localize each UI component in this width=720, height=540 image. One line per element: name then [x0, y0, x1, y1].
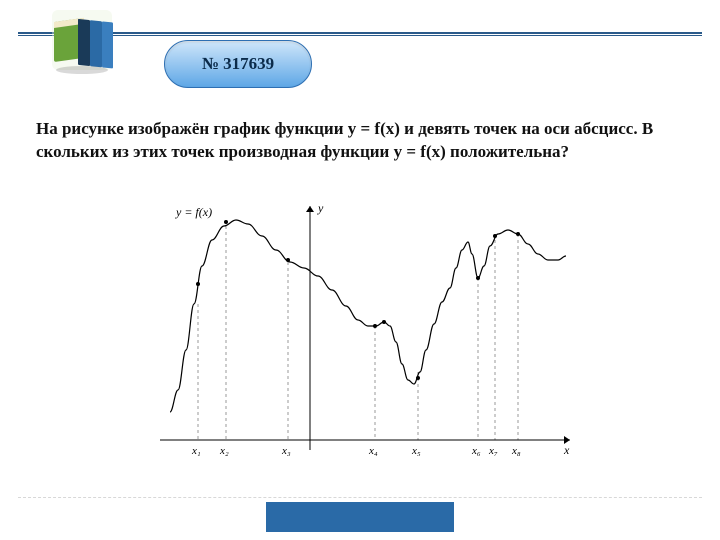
svg-text:x₅: x₅	[411, 445, 421, 457]
svg-text:x₂: x₂	[219, 445, 229, 457]
svg-text:x₄: x₄	[368, 445, 378, 457]
svg-text:y: y	[317, 201, 324, 215]
footer-dashes	[18, 497, 702, 500]
svg-text:y = f(x): y = f(x)	[175, 205, 212, 219]
svg-text:x₈: x₈	[511, 445, 521, 457]
problem-number-badge: № 317639	[164, 40, 312, 88]
svg-text:x: x	[563, 443, 570, 457]
function-graph: y x y = f(x) x₁ x₂ x₃ x₄ x₅ x₆ x₇ x₈	[150, 194, 580, 474]
svg-text:x₁: x₁	[191, 445, 201, 457]
books-logo	[46, 6, 118, 78]
svg-text:x₆: x₆	[471, 445, 481, 457]
header-rule	[18, 32, 702, 36]
svg-text:x₇: x₇	[488, 445, 498, 457]
svg-text:x₃: x₃	[281, 445, 291, 457]
footer-bar	[266, 502, 454, 532]
problem-number: № 317639	[202, 54, 274, 74]
question-text: На рисунке изображён график функции y = …	[36, 118, 684, 164]
